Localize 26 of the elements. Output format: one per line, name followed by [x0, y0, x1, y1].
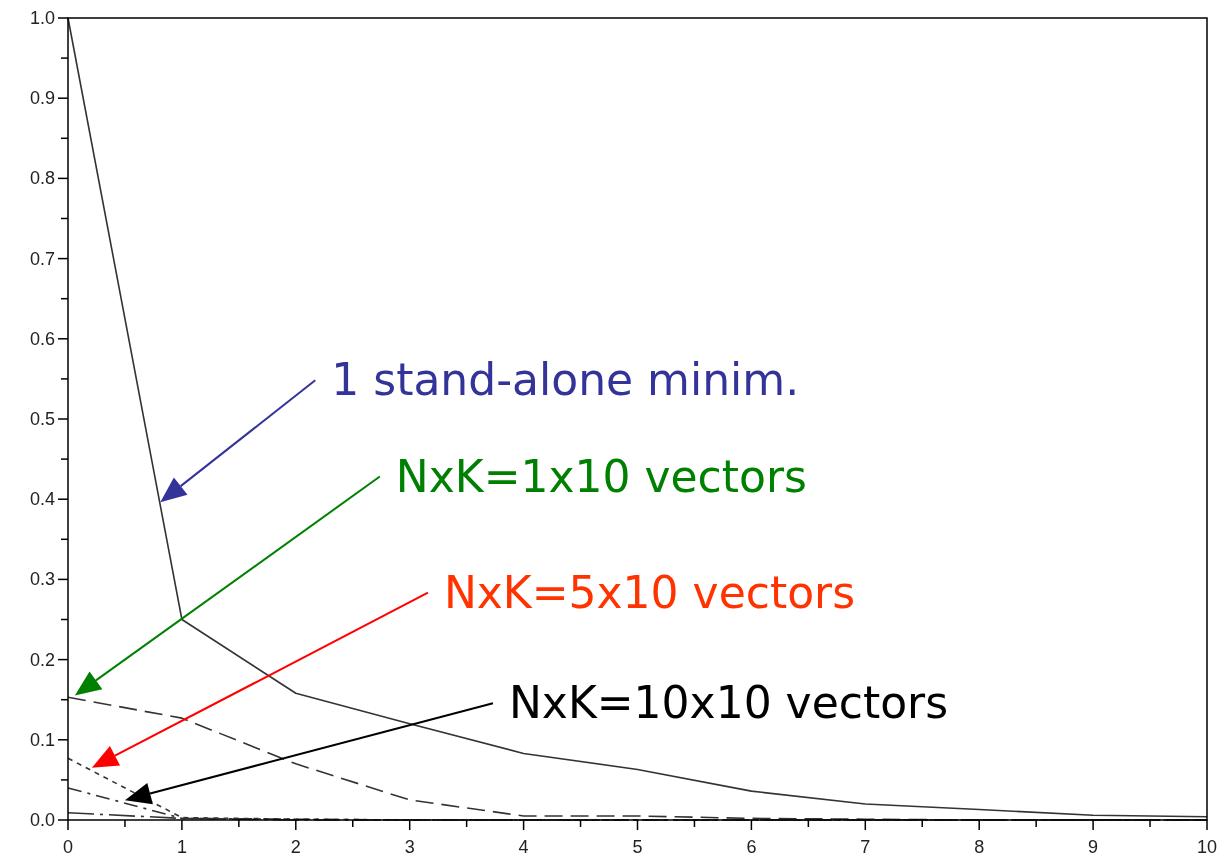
x-tick-label: 3	[404, 837, 415, 857]
x-tick-label: 1	[176, 837, 187, 857]
y-tick-label: 0.3	[29, 569, 55, 590]
x-tick-label: 5	[632, 837, 643, 857]
y-tick-label: 0.2	[29, 649, 55, 670]
x-tick-label: 6	[746, 837, 757, 857]
x-tick-label: 0	[62, 837, 74, 857]
x-tick-label: 4	[518, 837, 529, 857]
y-tick-label: 0.9	[29, 88, 55, 109]
x-tick-label: 9	[1088, 837, 1099, 857]
x-tick-label: 10	[1196, 837, 1218, 857]
annotation: NxK=10x10 vectors	[508, 677, 949, 729]
y-tick-label: 0.6	[29, 328, 55, 349]
x-tick-label: 8	[974, 837, 985, 857]
annotation: NxK=1x10 vectors	[395, 450, 808, 502]
y-tick-label: 0.4	[29, 489, 55, 510]
y-tick-label: 0.0	[29, 810, 55, 830]
y-tick-label: 0.8	[29, 168, 55, 189]
y-tick-label: 0.1	[29, 729, 55, 750]
annotation: NxK=5x10 vectors	[443, 566, 856, 618]
annotation: 1 stand-alone minim.	[331, 354, 800, 406]
y-tick-label: 1.0	[29, 8, 55, 28]
x-tick-label: 7	[860, 837, 871, 857]
y-tick-label: 0.7	[29, 248, 55, 269]
x-tick-label: 2	[290, 837, 301, 857]
y-tick-label: 0.5	[29, 409, 55, 429]
